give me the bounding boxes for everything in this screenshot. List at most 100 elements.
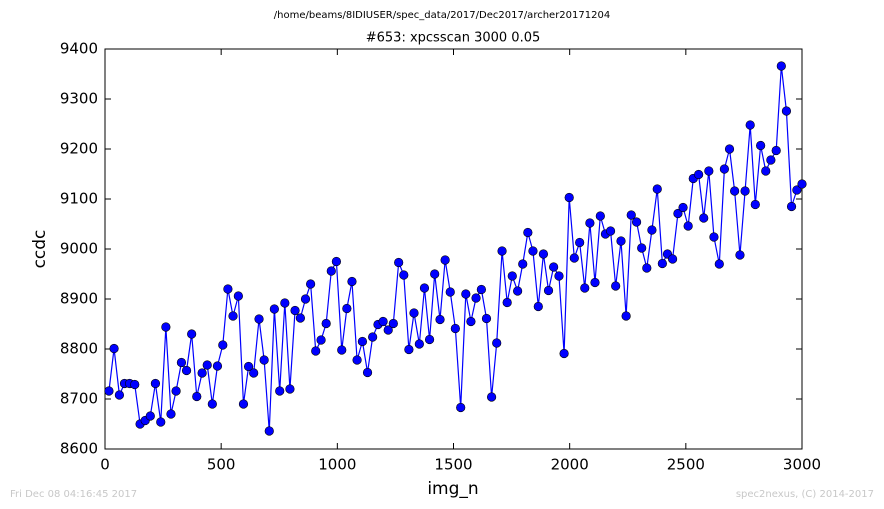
data-point bbox=[704, 166, 714, 176]
data-point bbox=[450, 323, 460, 334]
data-point bbox=[321, 318, 331, 329]
data-point bbox=[212, 361, 223, 371]
data-point bbox=[580, 283, 590, 293]
data-point bbox=[528, 246, 538, 256]
data-point bbox=[243, 361, 254, 372]
data-point bbox=[176, 357, 187, 368]
data-point bbox=[673, 208, 683, 219]
y-tick-label: 9100 bbox=[60, 190, 98, 208]
data-point bbox=[228, 311, 238, 321]
data-point bbox=[554, 271, 564, 281]
data-point bbox=[466, 316, 476, 327]
data-point bbox=[533, 301, 543, 312]
data-point bbox=[104, 386, 114, 396]
data-point bbox=[368, 332, 378, 342]
data-point bbox=[487, 392, 497, 402]
x-axis-label: img_n bbox=[427, 479, 478, 499]
data-point bbox=[735, 250, 745, 260]
data-point bbox=[238, 399, 249, 409]
data-point bbox=[481, 313, 492, 324]
data-point bbox=[766, 155, 776, 165]
data-point bbox=[724, 144, 735, 154]
data-point bbox=[559, 348, 569, 359]
footer-left: Fri Dec 08 04:16:45 2017 bbox=[10, 489, 137, 500]
data-point bbox=[781, 106, 792, 116]
data-point bbox=[207, 399, 217, 409]
x-tick-label: 2500 bbox=[667, 456, 705, 474]
data-point bbox=[492, 338, 502, 348]
y-tick-label: 9200 bbox=[60, 140, 98, 158]
data-point bbox=[678, 202, 688, 213]
data-point bbox=[295, 313, 305, 323]
y-tick-label: 9400 bbox=[60, 40, 98, 58]
data-point bbox=[699, 213, 709, 223]
data-point bbox=[347, 276, 357, 287]
data-point bbox=[647, 225, 657, 235]
data-point bbox=[797, 179, 807, 189]
data-point bbox=[202, 360, 212, 370]
data-point bbox=[756, 140, 766, 151]
data-point bbox=[771, 145, 781, 156]
data-point bbox=[750, 199, 760, 210]
data-point bbox=[419, 283, 430, 293]
data-point bbox=[786, 201, 797, 212]
data-point bbox=[595, 211, 605, 221]
x-tick-label: 500 bbox=[207, 456, 236, 474]
data-point bbox=[445, 287, 455, 297]
data-point bbox=[187, 329, 197, 339]
data-point bbox=[300, 294, 311, 304]
data-point bbox=[476, 284, 486, 295]
data-point bbox=[290, 305, 300, 316]
data-point bbox=[285, 384, 295, 394]
data-point bbox=[652, 184, 662, 194]
data-point bbox=[337, 345, 347, 355]
y-tick-label: 8600 bbox=[60, 440, 98, 458]
data-point bbox=[616, 236, 626, 246]
data-point bbox=[156, 417, 166, 427]
data-point bbox=[394, 257, 404, 268]
data-point bbox=[280, 298, 290, 308]
data-point bbox=[161, 322, 171, 332]
data-point bbox=[181, 365, 192, 376]
data-point bbox=[264, 426, 274, 436]
data-point bbox=[409, 308, 419, 318]
data-point bbox=[435, 314, 445, 325]
data-point bbox=[626, 210, 636, 220]
data-point bbox=[497, 246, 507, 256]
x-tick-label: 1500 bbox=[434, 456, 472, 474]
data-point bbox=[269, 304, 279, 314]
y-tick-label: 8900 bbox=[60, 290, 98, 308]
data-point bbox=[171, 386, 181, 396]
data-point bbox=[414, 339, 424, 349]
data-point bbox=[218, 340, 228, 350]
data-point bbox=[109, 343, 119, 354]
data-point bbox=[605, 226, 616, 236]
data-point bbox=[352, 355, 362, 365]
data-point bbox=[311, 346, 321, 356]
data-point bbox=[259, 355, 269, 365]
data-point bbox=[611, 281, 621, 291]
data-point bbox=[538, 249, 549, 259]
data-point bbox=[249, 368, 259, 378]
data-point bbox=[404, 344, 414, 355]
y-axis-label: ccdc bbox=[30, 230, 50, 269]
x-tick-label: 1000 bbox=[318, 456, 356, 474]
y-tick-label: 9000 bbox=[60, 240, 98, 258]
data-point bbox=[233, 291, 243, 301]
data-point bbox=[440, 255, 450, 265]
y-tick-label: 8800 bbox=[60, 340, 98, 358]
chart-title: #653: xpcsscan 3000 0.05 bbox=[366, 31, 541, 46]
data-point bbox=[502, 297, 512, 308]
data-point bbox=[714, 259, 724, 269]
data-point bbox=[549, 262, 559, 272]
data-point bbox=[585, 218, 595, 228]
data-point bbox=[357, 336, 368, 347]
data-point bbox=[342, 303, 352, 314]
data-point bbox=[730, 186, 740, 196]
data-point bbox=[461, 289, 471, 299]
data-point bbox=[740, 186, 750, 196]
data-point bbox=[631, 217, 642, 227]
data-point bbox=[776, 61, 786, 71]
